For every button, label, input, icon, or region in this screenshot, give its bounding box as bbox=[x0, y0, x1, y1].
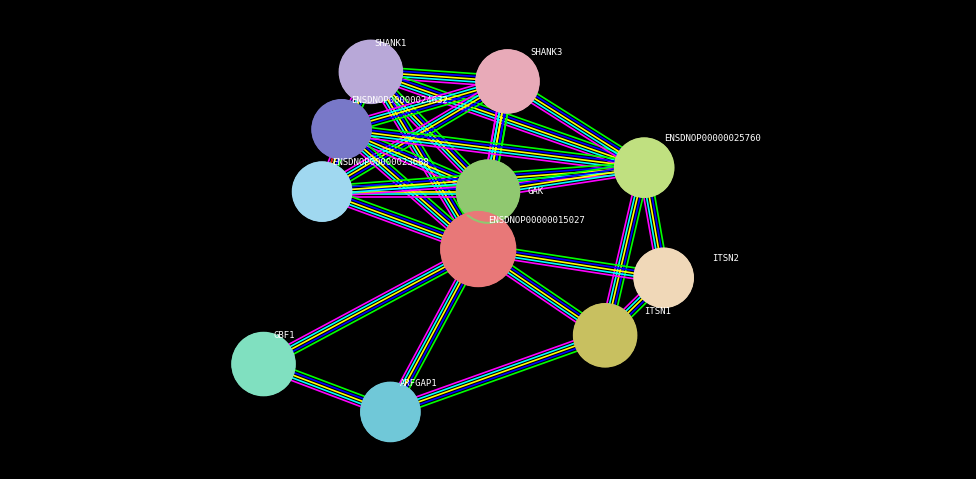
Ellipse shape bbox=[615, 138, 673, 197]
Text: ARFGAP1: ARFGAP1 bbox=[400, 379, 438, 388]
Ellipse shape bbox=[232, 333, 295, 395]
Text: ENSDNOP00000023688: ENSDNOP00000023688 bbox=[332, 159, 428, 167]
Ellipse shape bbox=[634, 249, 693, 307]
Ellipse shape bbox=[340, 41, 402, 103]
Text: SHANK3: SHANK3 bbox=[530, 48, 563, 57]
Text: GBF1: GBF1 bbox=[273, 331, 295, 340]
Text: ENSDNOP00000015027: ENSDNOP00000015027 bbox=[488, 216, 585, 225]
Text: GAK: GAK bbox=[527, 187, 544, 196]
Text: SHANK1: SHANK1 bbox=[374, 39, 407, 47]
Ellipse shape bbox=[312, 100, 371, 159]
Text: ENSDNOP00000025760: ENSDNOP00000025760 bbox=[664, 135, 760, 143]
Text: ENSDNOP00000024632: ENSDNOP00000024632 bbox=[351, 96, 448, 105]
Ellipse shape bbox=[441, 212, 515, 286]
Ellipse shape bbox=[361, 383, 420, 441]
Ellipse shape bbox=[293, 162, 351, 221]
Ellipse shape bbox=[457, 160, 519, 223]
Ellipse shape bbox=[476, 50, 539, 113]
Text: ITSN1: ITSN1 bbox=[644, 307, 671, 316]
Ellipse shape bbox=[574, 304, 636, 366]
Text: ITSN2: ITSN2 bbox=[712, 254, 740, 263]
